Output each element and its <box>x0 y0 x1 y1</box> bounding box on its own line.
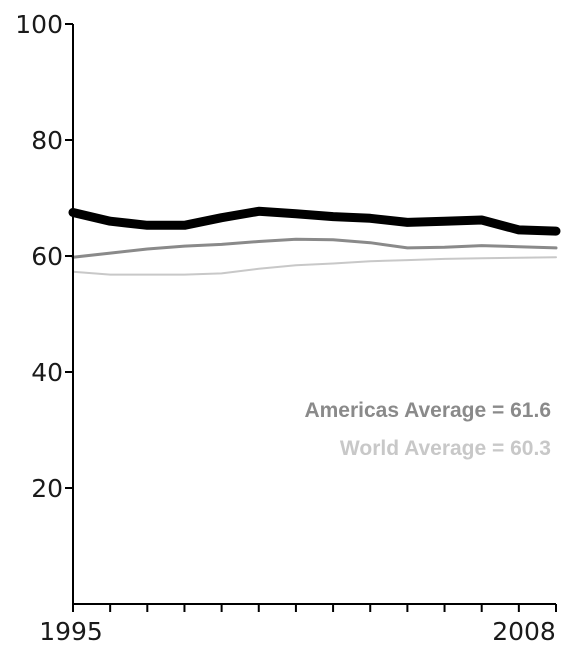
y-tick-label: 20 <box>31 474 63 503</box>
y-tick-label: 80 <box>31 126 63 155</box>
americas-average-label: Americas Average = 61.6 <box>304 399 551 422</box>
y-tick-label: 40 <box>31 358 63 387</box>
x-ticks: 1995 2008 <box>39 604 557 646</box>
series-line-world <box>72 256 557 276</box>
series-layer <box>68 206 561 276</box>
series-line-main <box>68 206 561 236</box>
x-tick-label-end: 2008 <box>492 617 556 646</box>
y-ticks: 20 40 60 80 100 <box>15 10 73 503</box>
y-tick-label: 100 <box>15 10 63 39</box>
y-tick-label: 60 <box>31 242 63 271</box>
x-tick-label-start: 1995 <box>39 617 103 646</box>
series-line-americas <box>71 237 558 259</box>
world-average-label: World Average = 60.3 <box>340 437 551 460</box>
